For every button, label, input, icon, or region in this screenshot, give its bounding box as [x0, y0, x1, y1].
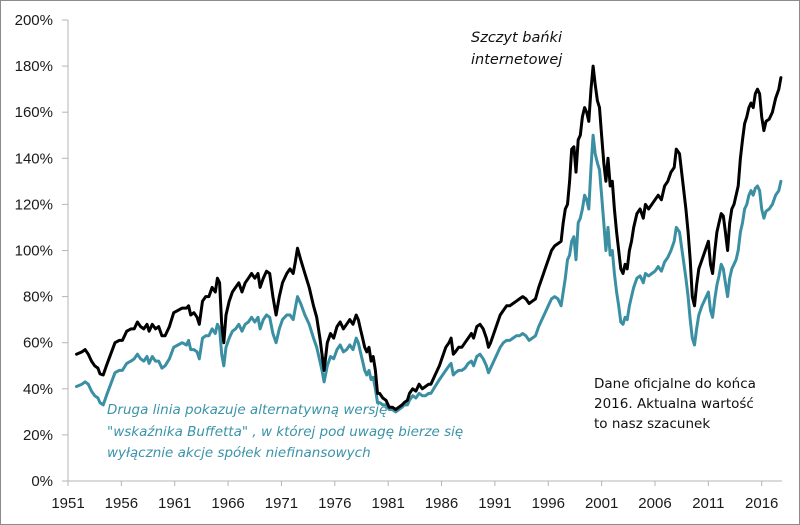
- x-tick-label: 2006: [638, 495, 671, 512]
- x-tick-label: 1961: [158, 495, 191, 512]
- y-tick-label: 20%: [23, 427, 53, 444]
- x-tick-label: 1981: [371, 495, 404, 512]
- axes: 0% 20% 40% 60% 80% 100% 120% 140% 160% 180% 200% 19…: [15, 12, 782, 512]
- x-tick-label: 1951: [51, 495, 84, 512]
- y-tick-label: 180%: [15, 58, 53, 75]
- x-tick-label: 1966: [211, 495, 244, 512]
- y-tick-label: 80%: [23, 289, 53, 306]
- x-tick-label: 2016: [745, 495, 778, 512]
- annotation-second-line-1: Druga linia pokazuje alternatywną wersję: [107, 402, 388, 418]
- y-tick-label: 40%: [23, 381, 53, 398]
- annotation-second-line: Druga linia pokazuje alternatywną wersję…: [107, 400, 463, 465]
- x-tick-label: 1956: [105, 495, 138, 512]
- x-tick-label: 1991: [478, 495, 511, 512]
- series-lines: [75, 64, 783, 414]
- y-tick-label: 160%: [15, 104, 53, 121]
- series-line-buffett-indicator: [75, 64, 783, 411]
- annotation-data-note-line-3: to nasz szacunek: [594, 416, 711, 432]
- x-tick-label: 1971: [265, 495, 298, 512]
- y-tick-label: 140%: [15, 150, 53, 167]
- annotation-second-line-3: wyłącznie akcje spółek niefinansowych: [107, 445, 371, 461]
- x-tick-label: 1996: [532, 495, 565, 512]
- y-tick-label: 0%: [31, 473, 53, 490]
- y-tick-label: 200%: [15, 12, 53, 29]
- annotation-second-line-2: "wskaźnika Buffetta" , w której pod uwag…: [107, 423, 464, 440]
- y-tick-label: 100%: [15, 243, 53, 260]
- annotation-bubble-peak: Szczyt bańki internetowej: [471, 27, 562, 71]
- x-tick-label: 1986: [425, 495, 458, 512]
- annotation-peak-line-2: internetowej: [471, 52, 563, 68]
- x-tick-label: 1976: [318, 495, 351, 512]
- annotation-data-note-line-2: 2016. Aktualna wartość: [594, 396, 754, 412]
- annotation-peak-line-1: Szczyt bańki: [471, 30, 562, 46]
- y-tick-label: 120%: [15, 196, 53, 213]
- x-tick-label: 2001: [585, 495, 618, 512]
- x-tick-label: 2011: [692, 495, 724, 512]
- series-line-nonfinancial: [75, 133, 783, 414]
- y-tick-label: 60%: [23, 335, 53, 352]
- annotation-data-note-line-1: Dane oficjalne do końca: [594, 376, 756, 392]
- annotation-data-note: Dane oficjalne do końca 2016. Aktualna w…: [594, 374, 756, 434]
